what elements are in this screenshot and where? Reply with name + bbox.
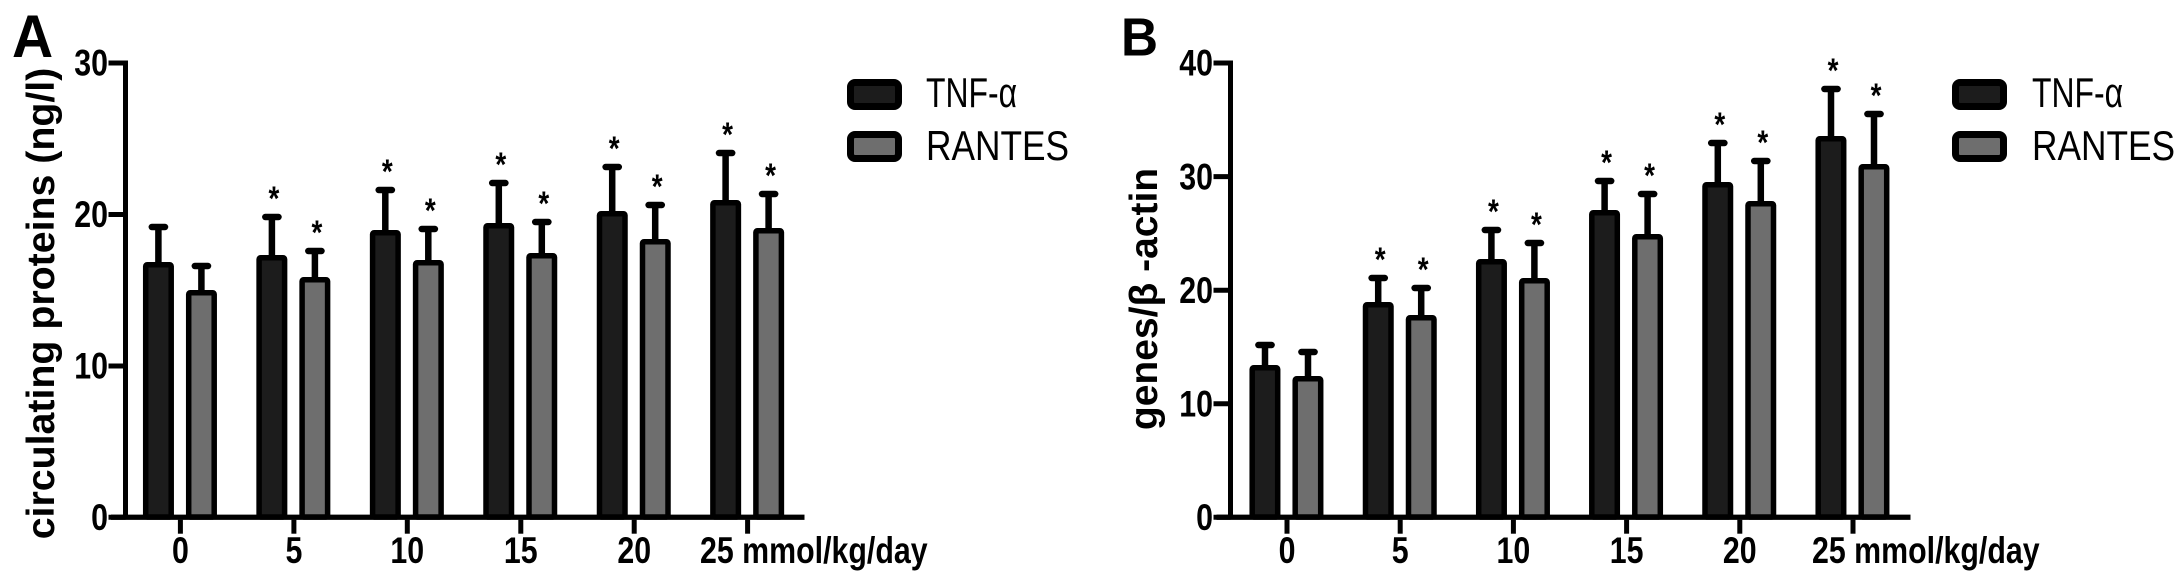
svg-text:20: 20 [1179, 270, 1213, 312]
svg-text:20: 20 [617, 530, 651, 572]
svg-text:RANTES: RANTES [926, 123, 1069, 170]
svg-text:genes/β -actin: genes/β -actin [1123, 168, 1166, 430]
svg-text:0: 0 [1196, 497, 1213, 539]
svg-text:30: 30 [74, 43, 108, 85]
svg-text:10: 10 [74, 346, 108, 388]
svg-text:*: * [722, 115, 734, 153]
svg-text:*: * [1375, 240, 1387, 278]
svg-text:*: * [1828, 51, 1840, 89]
svg-text:10: 10 [1497, 530, 1531, 572]
svg-text:*: * [1644, 156, 1656, 194]
svg-text:*: * [609, 129, 621, 167]
svg-text:TNF-α: TNF-α [926, 69, 1017, 116]
svg-text:20: 20 [74, 194, 108, 236]
svg-text:5: 5 [1392, 530, 1409, 572]
svg-text:*: * [652, 167, 664, 205]
svg-text:*: * [268, 179, 280, 217]
svg-text:*: * [1601, 143, 1613, 181]
svg-text:0: 0 [1279, 530, 1296, 572]
svg-text:10: 10 [1179, 384, 1213, 426]
svg-text:A: A [12, 4, 53, 71]
svg-text:*: * [765, 156, 777, 194]
svg-text:B: B [1121, 7, 1158, 67]
svg-text:TNF-α: TNF-α [2032, 69, 2123, 116]
svg-text:10: 10 [390, 530, 424, 572]
svg-text:*: * [425, 191, 437, 229]
svg-text:15: 15 [1610, 530, 1644, 572]
svg-text:*: * [1418, 250, 1430, 288]
svg-text:25 mmol/kg/day: 25 mmol/kg/day [700, 530, 928, 572]
svg-text:5: 5 [285, 530, 302, 572]
svg-text:*: * [1757, 123, 1769, 161]
svg-text:*: * [1531, 205, 1543, 243]
svg-text:*: * [1871, 76, 1883, 114]
svg-text:*: * [382, 152, 394, 190]
svg-text:*: * [538, 184, 550, 222]
svg-text:0: 0 [172, 530, 189, 572]
svg-text:20: 20 [1723, 530, 1757, 572]
svg-text:circulating proteins (ng/l): circulating proteins (ng/l) [19, 68, 63, 540]
svg-text:*: * [495, 145, 507, 183]
svg-text:15: 15 [504, 530, 538, 572]
svg-text:*: * [311, 213, 323, 251]
svg-text:30: 30 [1179, 156, 1213, 198]
svg-text:*: * [1714, 105, 1726, 143]
svg-text:*: * [1488, 192, 1500, 230]
svg-text:40: 40 [1179, 43, 1213, 85]
svg-text:RANTES: RANTES [2032, 123, 2175, 170]
svg-text:0: 0 [91, 497, 108, 539]
svg-text:25 mmol/kg/day: 25 mmol/kg/day [1812, 530, 2040, 572]
